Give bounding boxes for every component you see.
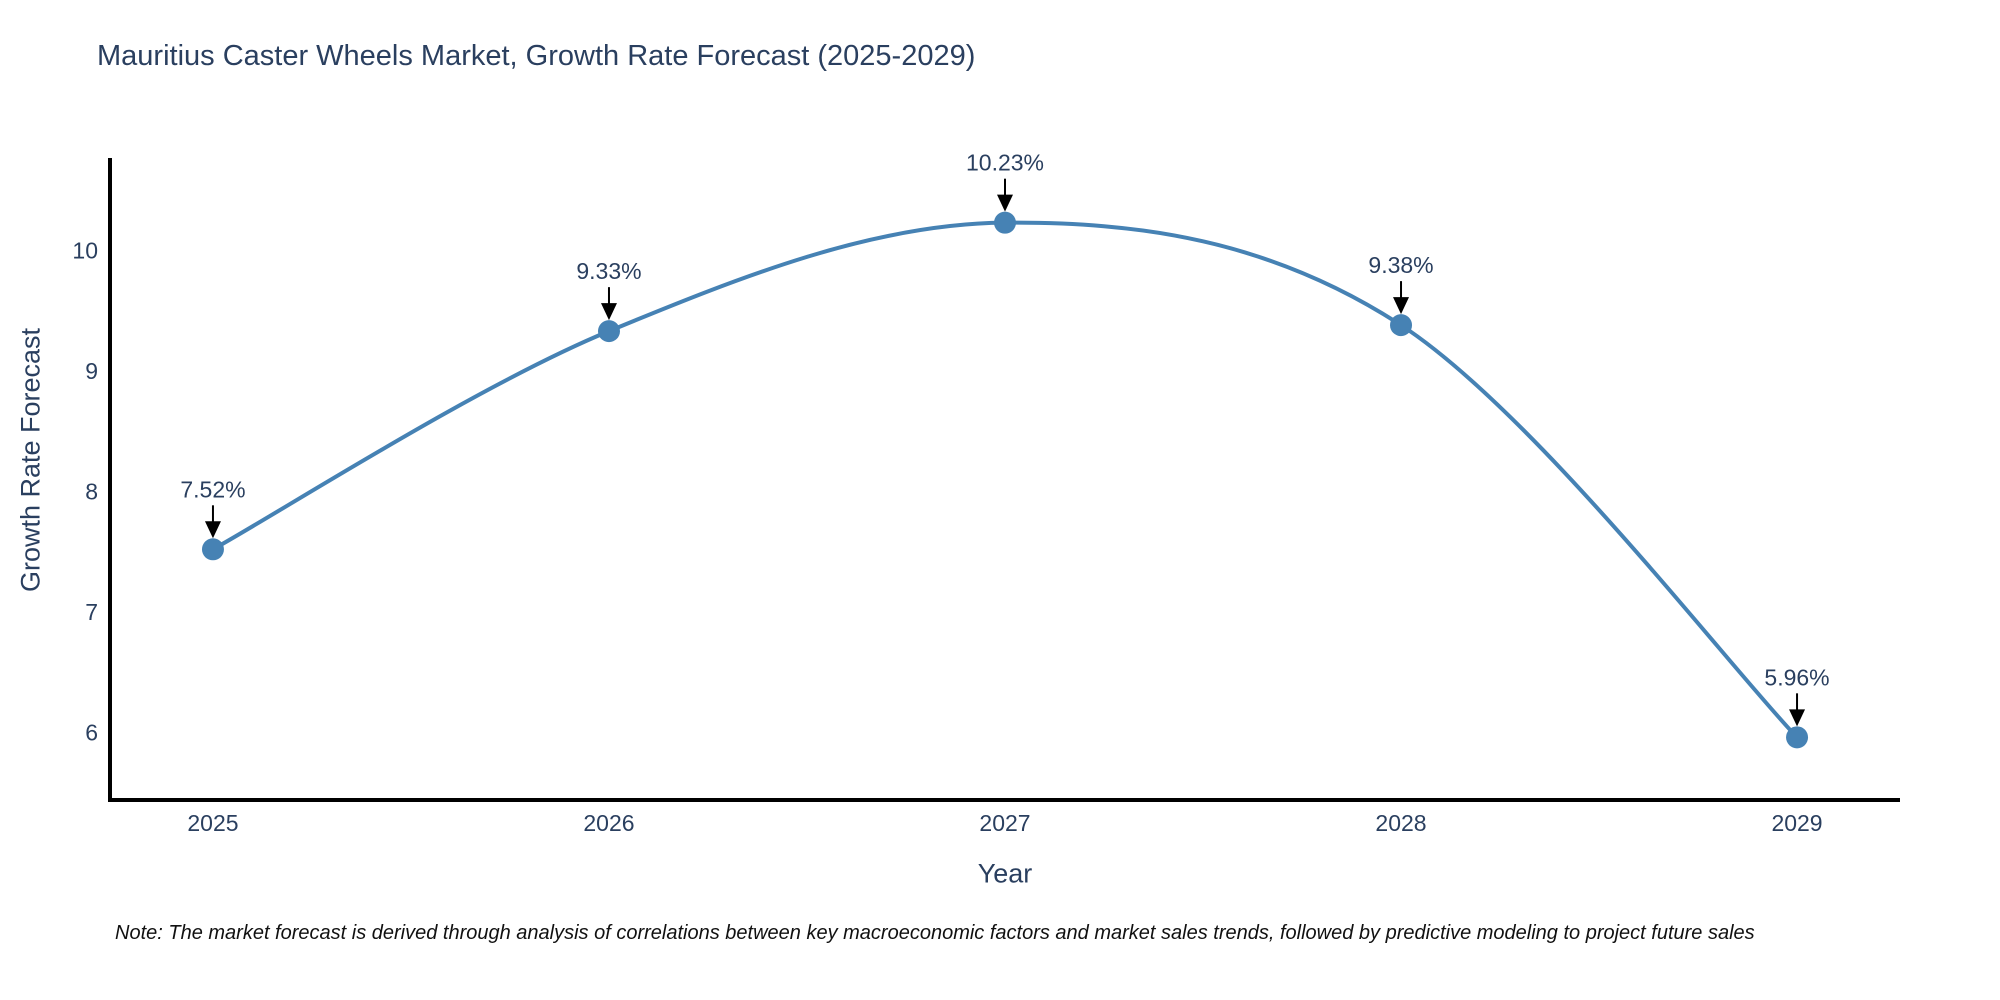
annotation-arrowhead bbox=[1789, 709, 1806, 727]
annotation-arrowhead bbox=[1393, 297, 1410, 315]
data-point-marker[interactable] bbox=[597, 320, 620, 343]
data-point-label: 5.96% bbox=[1764, 664, 1829, 690]
y-tick-label: 8 bbox=[85, 478, 98, 504]
x-tick-label: 2027 bbox=[979, 810, 1030, 836]
x-tick-label: 2026 bbox=[583, 810, 634, 836]
data-point-marker[interactable] bbox=[1786, 726, 1809, 749]
trend-line bbox=[211, 220, 1799, 739]
y-tick-label: 6 bbox=[85, 720, 98, 746]
x-axis-title: Year bbox=[977, 858, 1033, 889]
data-point-marker[interactable] bbox=[201, 538, 224, 561]
data-point-label: 9.38% bbox=[1368, 252, 1433, 278]
chart-footnote: Note: The market forecast is derived thr… bbox=[115, 922, 1755, 944]
y-tick-label: 7 bbox=[85, 599, 98, 625]
data-point-label: 7.52% bbox=[180, 476, 245, 502]
annotation-arrowhead bbox=[204, 521, 221, 539]
data-point-marker[interactable] bbox=[1390, 314, 1413, 337]
y-tick-label: 9 bbox=[85, 358, 98, 384]
annotation-arrowhead bbox=[997, 194, 1013, 212]
x-tick-label: 2025 bbox=[187, 810, 238, 836]
x-tick-label: 2028 bbox=[1375, 810, 1426, 836]
chart-title: Mauritius Caster Wheels Market, Growth R… bbox=[97, 40, 976, 72]
data-point-label: 10.23% bbox=[966, 150, 1044, 176]
y-tick-label: 10 bbox=[72, 237, 98, 263]
x-tick-label: 2029 bbox=[1771, 810, 1822, 836]
data-point-marker[interactable] bbox=[994, 211, 1016, 234]
annotation-arrowhead bbox=[600, 303, 617, 321]
data-point-label: 9.33% bbox=[576, 258, 641, 284]
